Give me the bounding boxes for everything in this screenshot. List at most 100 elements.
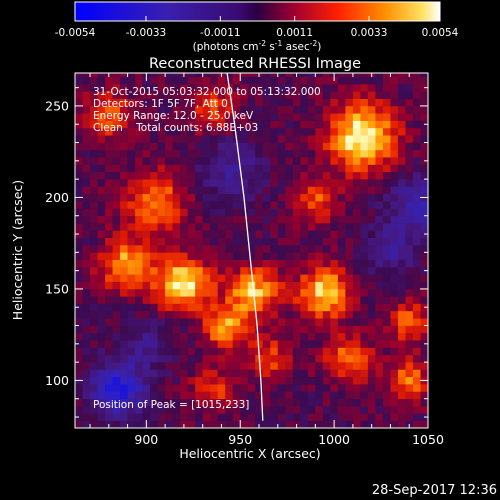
heatmap-cell [90,391,98,400]
heatmap-cell [315,354,324,363]
heatmap-cell [292,266,301,275]
heatmap-cell [397,413,406,421]
heatmap-cell [390,376,399,385]
heatmap-cell [112,376,121,385]
heatmap-cell [97,369,106,378]
heatmap-cell [300,266,309,275]
heatmap-cell [420,288,428,297]
heatmap-cell [127,113,136,121]
heatmap-cell [157,83,166,92]
heatmap-cell [157,369,166,378]
heatmap-cell [382,376,391,385]
heatmap-cell [277,127,286,136]
heatmap-cell [150,420,158,428]
heatmap-cell [277,413,286,421]
heatmap-cell [180,164,188,173]
heatmap-cell [375,245,384,253]
heatmap-cell [367,398,376,407]
heatmap-cell [345,230,354,238]
heatmap-cell [210,73,218,77]
heatmap-cell [165,171,173,180]
heatmap-cell [390,164,399,173]
heatmap-cell [202,179,211,187]
heatmap-cell [112,340,121,348]
heatmap-cell [412,281,421,290]
heatmap-cell [135,149,143,158]
heatmap-cell [270,310,279,319]
heatmap-cell [375,193,384,202]
heatmap-cell [135,296,143,304]
heatmap-cell [277,135,286,143]
heatmap-cell [247,259,256,268]
heatmap-cell [112,223,121,231]
heatmap-cell [120,164,128,173]
heatmap-cell [105,113,113,121]
heatmap-cell [255,288,264,297]
heatmap-cell [142,223,151,231]
heatmap-cell [82,369,91,378]
heatmap-cell [135,215,143,224]
heatmap-cell [127,127,136,136]
heatmap-cell [247,376,256,385]
heatmap-cell [142,135,151,143]
heatmap-cell [337,83,346,92]
heatmap-cell [277,157,286,165]
heatmap-cell [202,398,211,407]
heatmap-cell [165,281,173,290]
heatmap-cell [97,193,106,202]
heatmap-cell [382,274,391,282]
heatmap-cell [330,201,339,209]
heatmap-cell [300,332,309,341]
heatmap-cell [232,369,241,378]
heatmap-cell [300,193,309,202]
heatmap-cell [75,406,83,414]
heatmap-cell [202,362,211,370]
heatmap-cell [225,245,234,253]
heatmap-cell [105,340,113,348]
heatmap-cell [165,325,173,334]
heatmap-cell [277,303,286,312]
heatmap-cell [315,325,324,334]
heatmap-cell [240,149,249,158]
heatmap-cell [345,91,354,99]
heatmap-cell [135,105,143,114]
heatmap-cell [352,398,361,407]
heatmap-cell [360,223,369,231]
heatmap-cell [157,179,166,187]
heatmap-cell [292,391,301,400]
heatmap-cell [405,83,414,92]
heatmap-cell [375,406,384,414]
heatmap-cell [82,347,91,356]
heatmap-cell [270,406,279,414]
heatmap-cell [390,127,399,136]
heatmap-cell [397,76,406,85]
heatmap-cell [315,142,324,151]
heatmap-cell [180,340,188,348]
heatmap-cell [382,83,391,92]
heatmap-cell [367,259,376,268]
heatmap-cell [90,259,98,268]
heatmap-cell [135,332,143,341]
heatmap-cell [127,420,136,428]
heatmap-cell [150,230,158,238]
heatmap-cell [255,274,264,282]
heatmap-cell [142,157,151,165]
heatmap-cell [292,332,301,341]
heatmap-cell [337,193,346,202]
heatmap-cell [187,142,196,151]
heatmap-cell [195,105,203,114]
heatmap-cell [127,413,136,421]
heatmap-cell [247,281,256,290]
heatmap-cell [405,98,414,107]
heatmap-cell [292,245,301,253]
heatmap-cell [330,83,339,92]
heatmap-cell [420,127,428,136]
heatmap-cell [360,266,369,275]
heatmap-cell [75,259,83,268]
heatmap-cell [360,420,369,428]
heatmap-cell [337,186,346,195]
heatmap-cell [180,369,188,378]
heatmap-cell [382,157,391,165]
heatmap-cell [247,420,256,428]
heatmap-cell [165,113,173,121]
